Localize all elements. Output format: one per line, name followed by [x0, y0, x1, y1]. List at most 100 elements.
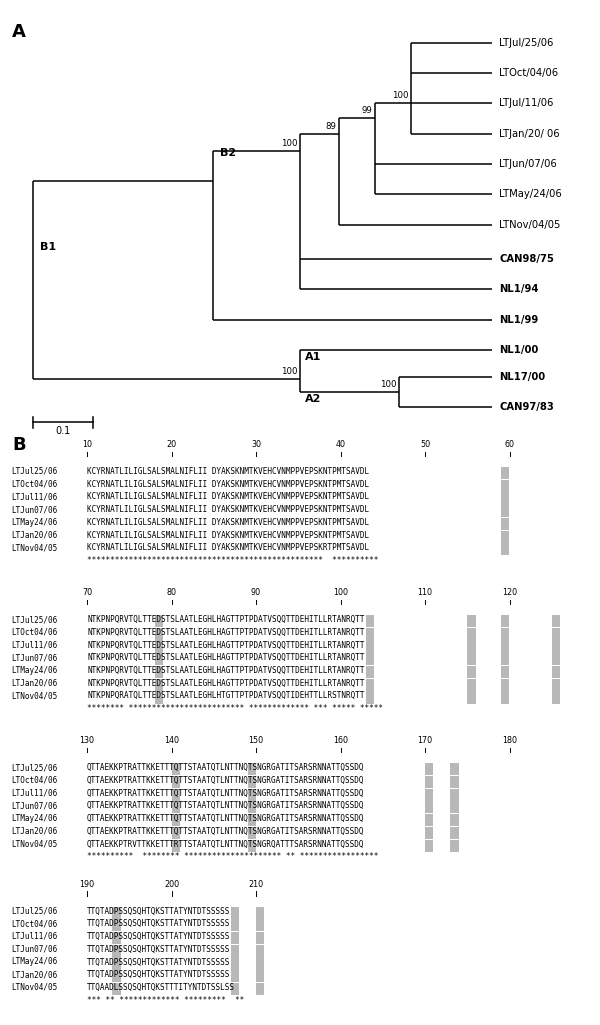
Text: NTKPNPQRATQLTTEDSTSLAATLEGHLHTGTTPTPDATVSQQTIDEHTTLLRSTNRQTT: NTKPNPQRATQLTTEDSTSLAATLEGHLHTGTTPTPDATV…: [87, 692, 365, 700]
Bar: [256, 932, 265, 944]
Bar: [112, 919, 121, 932]
Bar: [112, 945, 121, 957]
Text: ***************************************************  **********: ****************************************…: [87, 557, 379, 565]
Text: **********  ******** ********************* ** *****************: ********** ******** ********************…: [87, 853, 379, 861]
Text: LTJun07/06: LTJun07/06: [11, 505, 57, 515]
Text: TTQAADLSSQSQHTQKSTTTITYNTDTSSLSS: TTQAADLSSQSQHTQKSTTTITYNTDTSSLSS: [87, 983, 235, 992]
Bar: [112, 932, 121, 944]
Text: 120: 120: [502, 588, 517, 598]
Text: 180: 180: [502, 736, 517, 745]
Text: QTTAEKKPTRATTKKETTTQTTSTAATQTLNTTNQTSNGRGATITSARSRNNATTQSSDQ: QTTAEKKPTRATTKKETTTQTTSTAATQTLNTTNQTSNGR…: [87, 802, 365, 811]
Text: LTJun07/06: LTJun07/06: [11, 802, 57, 811]
Text: TTQTADPSSQSQHTQKSTTATYNTDTSSSSS: TTQTADPSSQSQHTQKSTTATYNTDTSSSSS: [87, 919, 230, 929]
Bar: [501, 492, 509, 504]
Bar: [230, 957, 239, 970]
Text: LTOct04/06: LTOct04/06: [11, 776, 57, 785]
Text: A2: A2: [305, 394, 321, 404]
Bar: [501, 666, 509, 679]
Bar: [155, 653, 163, 665]
Text: QTTAEKKPTRATTKKETTTQTTSTAATQTLNTTNQTSNGRGATITSARSRNNATTQSSDQ: QTTAEKKPTRATTKKETTTQTTSTAATQTLNTTNQTSNGR…: [87, 788, 365, 797]
Bar: [501, 480, 509, 492]
Text: LTJun07/06: LTJun07/06: [11, 653, 57, 662]
Bar: [155, 627, 163, 640]
Bar: [248, 788, 256, 801]
Text: 140: 140: [164, 736, 179, 745]
Text: ******** ************************* ************* *** ***** *****: ******** ************************* *****…: [87, 704, 383, 713]
Bar: [112, 957, 121, 970]
Text: LTNov04/05: LTNov04/05: [11, 543, 57, 552]
Bar: [366, 692, 374, 703]
Bar: [366, 615, 374, 627]
Text: 50: 50: [420, 440, 430, 449]
Bar: [172, 788, 180, 801]
Text: B1: B1: [40, 242, 56, 252]
Text: LTMay24/06: LTMay24/06: [11, 518, 57, 527]
Text: LTOct/04/06: LTOct/04/06: [499, 68, 559, 78]
Bar: [366, 679, 374, 691]
Bar: [256, 957, 265, 970]
Bar: [366, 627, 374, 640]
Text: KCYRNATLILIGLSALSMALNIFLII DYAKSKNMTKVEHCVNMPPVEPSKNTPMTSAVDL: KCYRNATLILIGLSALSMALNIFLII DYAKSKNMTKVEH…: [87, 467, 369, 476]
Text: 100: 100: [380, 380, 397, 388]
Text: NTKPNPQRVTQLTTEDSTSLAATLEGHLHAGTTPTPDATVSQQTTDEHITLLRTANRQTT: NTKPNPQRVTQLTTEDSTSLAATLEGHLHAGTTPTPDATV…: [87, 627, 365, 637]
Text: LTJan20/06: LTJan20/06: [11, 679, 57, 688]
Bar: [230, 945, 239, 957]
Text: TTQTADPSSQSQHTQKSTTATYNTDTSSSSS: TTQTADPSSQSQHTQKSTTATYNTDTSSSSS: [87, 932, 230, 941]
Bar: [248, 839, 256, 852]
Bar: [552, 641, 560, 653]
Bar: [172, 839, 180, 852]
Bar: [501, 518, 509, 530]
Bar: [425, 839, 433, 852]
Text: LTJul/11/06: LTJul/11/06: [499, 98, 554, 109]
Text: KCYRNATLILIGLSALSMALNIFLII DYAKSKNMTKVEHCVNMPPVEPSKNTPMTSAVDL: KCYRNATLILIGLSALSMALNIFLII DYAKSKNMTKVEH…: [87, 518, 369, 527]
Bar: [172, 776, 180, 788]
Bar: [552, 666, 560, 679]
Bar: [552, 615, 560, 627]
Bar: [425, 764, 433, 775]
Bar: [248, 802, 256, 814]
Bar: [256, 945, 265, 957]
Bar: [501, 543, 509, 556]
Text: NL17/00: NL17/00: [499, 372, 545, 381]
Bar: [425, 788, 433, 801]
Bar: [451, 827, 459, 839]
Text: TTQTADPSSQSQHTQKSTTATYNTDTSSSSS: TTQTADPSSQSQHTQKSTTATYNTDTSSSSS: [87, 906, 230, 915]
Bar: [501, 615, 509, 627]
Text: LTJul25/06: LTJul25/06: [11, 467, 57, 476]
Text: LTNov/04/05: LTNov/04/05: [499, 219, 560, 230]
Bar: [155, 679, 163, 691]
Bar: [172, 814, 180, 826]
Text: NTKPNPQRVTQLTTEDSTSLAATLEGHLHAGTTPTPDATVSQQTTDEHITLLRTANRQTT: NTKPNPQRVTQLTTEDSTSLAATLEGHLHAGTTPTPDATV…: [87, 653, 365, 662]
Bar: [467, 627, 476, 640]
Text: B: B: [12, 436, 26, 453]
Bar: [230, 983, 239, 995]
Text: LTMay/24/06: LTMay/24/06: [499, 190, 562, 200]
Text: 200: 200: [164, 879, 179, 889]
Text: 70: 70: [82, 588, 92, 598]
Bar: [172, 827, 180, 839]
Bar: [172, 764, 180, 775]
Bar: [230, 932, 239, 944]
Text: LTNov04/05: LTNov04/05: [11, 983, 57, 992]
Text: LTJul25/06: LTJul25/06: [11, 615, 57, 624]
Bar: [425, 802, 433, 814]
Text: 40: 40: [335, 440, 346, 449]
Text: KCYRNATLILIGLSALSMALNIFLII DYAKSKNMTKVEHCVNMPPVEPSKNTPMTSAVDL: KCYRNATLILIGLSALSMALNIFLII DYAKSKNMTKVEH…: [87, 480, 369, 489]
Text: LTJul11/06: LTJul11/06: [11, 788, 57, 797]
Bar: [425, 776, 433, 788]
Text: LTNov04/05: LTNov04/05: [11, 839, 57, 849]
Bar: [501, 627, 509, 640]
Bar: [467, 641, 476, 653]
Text: KCYRNATLILIGLSALSMALNIFLII DYAKSKNMTKVEHCVNMPPVEPSKNTPMTSAVDL: KCYRNATLILIGLSALSMALNIFLII DYAKSKNMTKVEH…: [87, 505, 369, 515]
Text: 160: 160: [333, 736, 348, 745]
Text: LTJul/25/06: LTJul/25/06: [499, 38, 554, 47]
Text: 210: 210: [248, 879, 263, 889]
Bar: [552, 679, 560, 691]
Text: NL1/94: NL1/94: [499, 284, 539, 294]
Text: 90: 90: [251, 588, 261, 598]
Text: LTNov04/05: LTNov04/05: [11, 692, 57, 700]
Text: LTJan20/06: LTJan20/06: [11, 827, 57, 835]
Bar: [501, 679, 509, 691]
Text: QTTAEKKPTRATTKKETTTQTTSTAATQTLNTTNQTSNGRGATITSARSRNNATTQSSDQ: QTTAEKKPTRATTKKETTTQTTSTAATQTLNTTNQTSNGR…: [87, 776, 365, 785]
Bar: [467, 615, 476, 627]
